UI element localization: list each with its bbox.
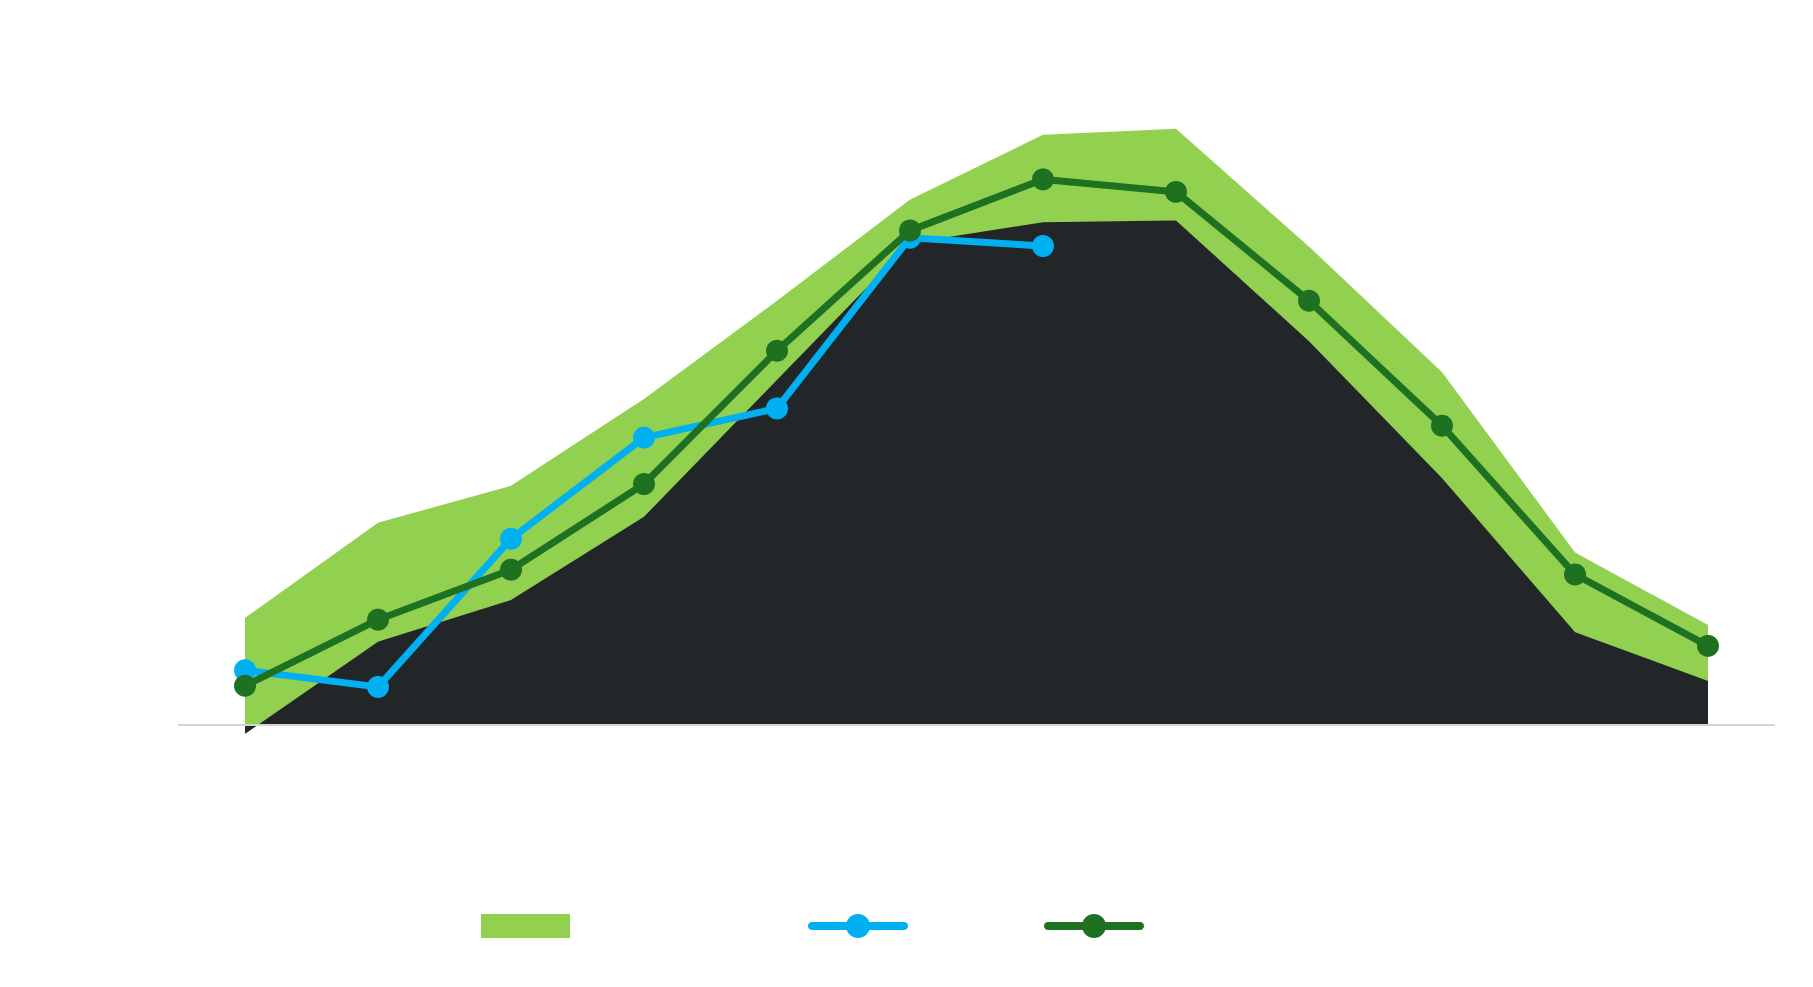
series-1-point-7 (1032, 235, 1054, 258)
series-2-point-10 (1431, 414, 1453, 437)
series-2-point-9 (1298, 289, 1320, 312)
series-2-point-2 (367, 608, 389, 631)
series-2-point-12 (1697, 634, 1719, 657)
series-1-point-5 (766, 397, 788, 420)
legend-series-1-marker (846, 914, 870, 938)
series-1-point-2 (367, 675, 389, 698)
legend-band-swatch (481, 914, 570, 938)
plot-area (245, 128, 1708, 734)
series-2-point-6 (899, 219, 921, 242)
series-2-point-1 (234, 674, 256, 697)
series-2-point-3 (500, 558, 522, 581)
legend (481, 914, 1144, 938)
series-2-point-8 (1165, 180, 1187, 203)
series-1-point-3 (500, 527, 522, 550)
legend-series-2-marker (1082, 914, 1106, 938)
series-layer (234, 168, 1719, 698)
band-lower-area (245, 220, 1708, 734)
series-2-line (241, 175, 1712, 690)
series-2-point-7 (1032, 168, 1054, 191)
series-1-point-1 (234, 659, 256, 682)
series-2-point-5 (766, 339, 788, 362)
series-1-point-4 (633, 426, 655, 449)
series-2-point-11 (1564, 563, 1586, 586)
series-2-point-4 (633, 473, 655, 496)
